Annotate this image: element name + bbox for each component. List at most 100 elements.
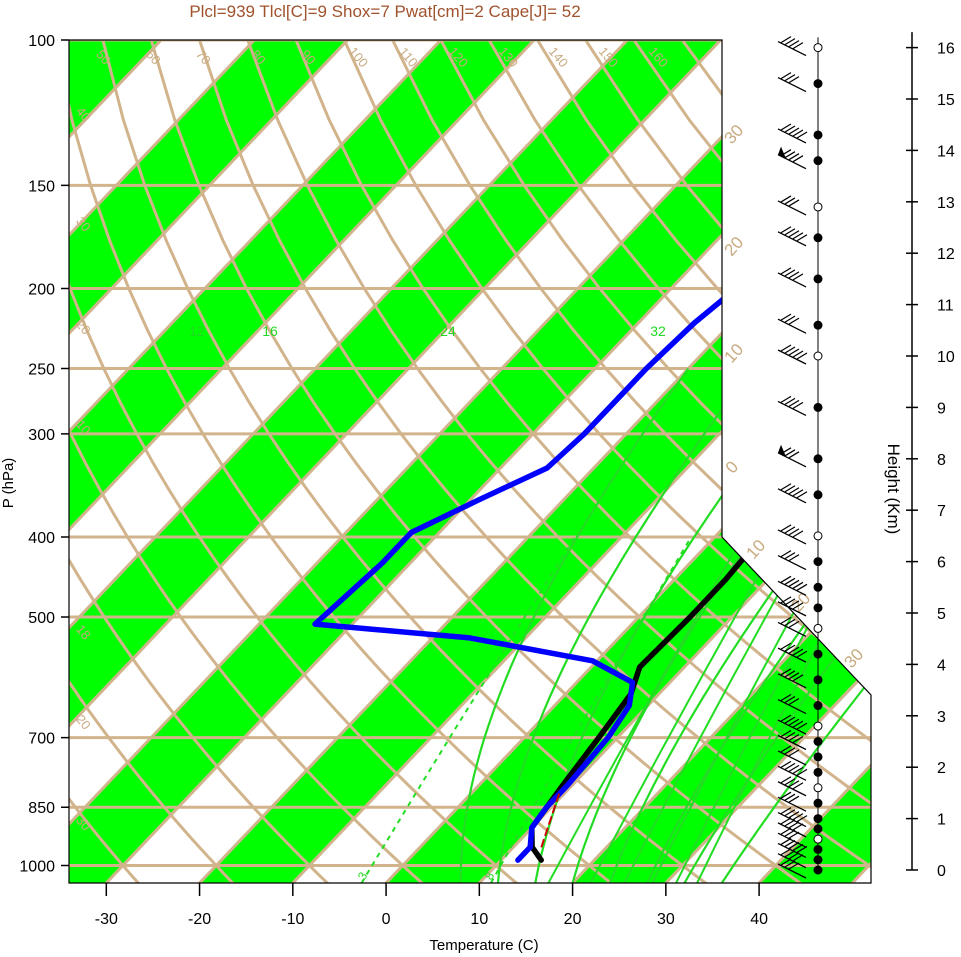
wind-barb-feather (788, 40, 800, 48)
wind-barb-feather (792, 813, 804, 821)
wind-station-dot (813, 798, 823, 808)
wind-barb-feather (788, 764, 800, 772)
wind-barb-feather (788, 795, 800, 803)
wind-barb-feather (788, 76, 800, 84)
wind-station-dot (813, 783, 823, 793)
x-tick-label: 30 (657, 911, 675, 928)
wind-barb-staff (777, 555, 807, 571)
height-tick-label: 0 (937, 863, 946, 880)
isotherm-lines (69, 40, 871, 883)
height-tick-label: 16 (937, 41, 955, 58)
isotherm-line (69, 40, 256, 883)
wind-barb-staff (777, 272, 807, 288)
wind-barb-feather (792, 674, 804, 682)
wind-barb-feather (780, 395, 792, 403)
height-tick-label: 6 (937, 555, 946, 572)
wind-barb-feather (784, 449, 796, 457)
wind-barb-feather (784, 747, 796, 755)
wind-barb-feather (792, 766, 804, 774)
wind-barb-staff (777, 529, 807, 545)
mixing-ratio-line (547, 536, 744, 883)
wind-barb-feather (796, 583, 808, 591)
mixing-ratio-label: 12 (189, 323, 205, 339)
wind-barb-feather (784, 644, 796, 652)
y-axis: 100 150 200 250 300 400 500 700 850 1000 (19, 33, 69, 876)
isotherm-line (648, 40, 871, 883)
height-tick-label: 12 (937, 246, 955, 263)
wind-barb-feather (788, 733, 800, 742)
y-tick-label: 1000 (19, 859, 55, 876)
wind-barb-staff (777, 231, 807, 247)
wind-barb-feather (792, 648, 804, 656)
y-tick-label: 700 (28, 731, 55, 748)
wind-barb-feather (796, 234, 808, 242)
wind-barb-feather (788, 672, 800, 680)
wind-barb-feather (788, 780, 800, 788)
wind-barb-feather (792, 720, 804, 728)
wind-barb-feather (780, 344, 792, 352)
wind-barb-feather (784, 762, 796, 770)
wind-barb-feather (780, 524, 792, 532)
wind-station-dot (813, 156, 823, 166)
wind-barb-staff (777, 822, 807, 838)
wind-barb-feather (796, 815, 808, 823)
wind-barb-staff (777, 580, 807, 596)
isotherm-line (69, 40, 815, 883)
x-tick-label: 40 (750, 911, 768, 928)
isotherm-label: 20 (721, 233, 748, 260)
moist-adiabat-line (496, 367, 753, 883)
wind-barb-feather (788, 579, 800, 587)
wind-barb-feather (784, 269, 796, 277)
wind-barb-feather (792, 155, 804, 163)
isotherm-label: 0 (722, 457, 742, 477)
dry-adiabat-line (69, 40, 346, 883)
moist-adiabat-line (646, 367, 871, 883)
wind-station-dot (813, 752, 823, 762)
wind-barb-feather (784, 598, 796, 606)
wind-profile (777, 36, 823, 879)
wind-barb-feather (784, 716, 796, 724)
y-tick-label: 500 (28, 610, 55, 627)
isotherm-line (462, 40, 871, 883)
wind-barb-feather (796, 131, 808, 139)
wind-barb-feather (796, 491, 808, 499)
wind-barb-feather (784, 346, 796, 354)
height-tick-label: 10 (937, 349, 955, 366)
wind-barb-staff (777, 853, 807, 869)
wind-barb-staff (777, 400, 807, 416)
x-tick-label: -20 (188, 911, 211, 928)
wind-station-dot (813, 767, 823, 777)
wind-barb-feather (788, 153, 800, 161)
dry-adiabat-line (439, 40, 871, 883)
wind-station-dot (813, 454, 823, 464)
wind-barb-feather (792, 602, 804, 610)
isotherm-label: 70 (193, 47, 214, 68)
wind-barb-feather (780, 616, 792, 624)
wind-barb-feather (784, 618, 796, 626)
wind-barb-feather (780, 729, 792, 738)
wind-station-dot (813, 855, 823, 865)
wind-barb-staff (777, 734, 807, 751)
isotherm-line (742, 40, 871, 883)
wind-barb-feather (784, 485, 796, 493)
wind-barb-feather (792, 129, 804, 137)
wind-station-dot (813, 130, 823, 140)
height-tick-label: 2 (937, 760, 946, 777)
moist-adiabat-line (683, 367, 871, 883)
wind-barb-feather (780, 668, 792, 676)
wind-barb-feather (792, 350, 804, 358)
dry-adiabat-line (149, 40, 825, 883)
dry-adiabat-line (246, 40, 871, 883)
moist-adiabat-line (720, 367, 871, 883)
height-axis-title: Height (Km) (884, 444, 903, 535)
wind-barb-feather (796, 650, 808, 658)
isotherm-label: 10 (743, 536, 770, 563)
wind-barb-feather (784, 696, 796, 704)
wind-barb-feather (780, 267, 792, 275)
wind-barb-feather (788, 348, 800, 356)
wind-barb-feather (780, 195, 792, 203)
wind-barb-feather (796, 768, 808, 776)
wind-barb-feather (792, 735, 804, 744)
wind-station-dot (813, 675, 823, 685)
wind-barb-feather (784, 38, 796, 46)
